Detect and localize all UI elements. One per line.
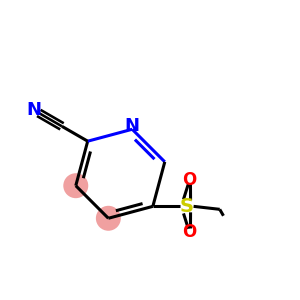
Circle shape xyxy=(63,173,88,198)
Text: O: O xyxy=(182,172,197,190)
Text: O: O xyxy=(182,223,197,241)
Text: S: S xyxy=(180,197,194,216)
Text: N: N xyxy=(125,117,140,135)
Circle shape xyxy=(96,206,121,231)
Text: N: N xyxy=(26,101,41,119)
